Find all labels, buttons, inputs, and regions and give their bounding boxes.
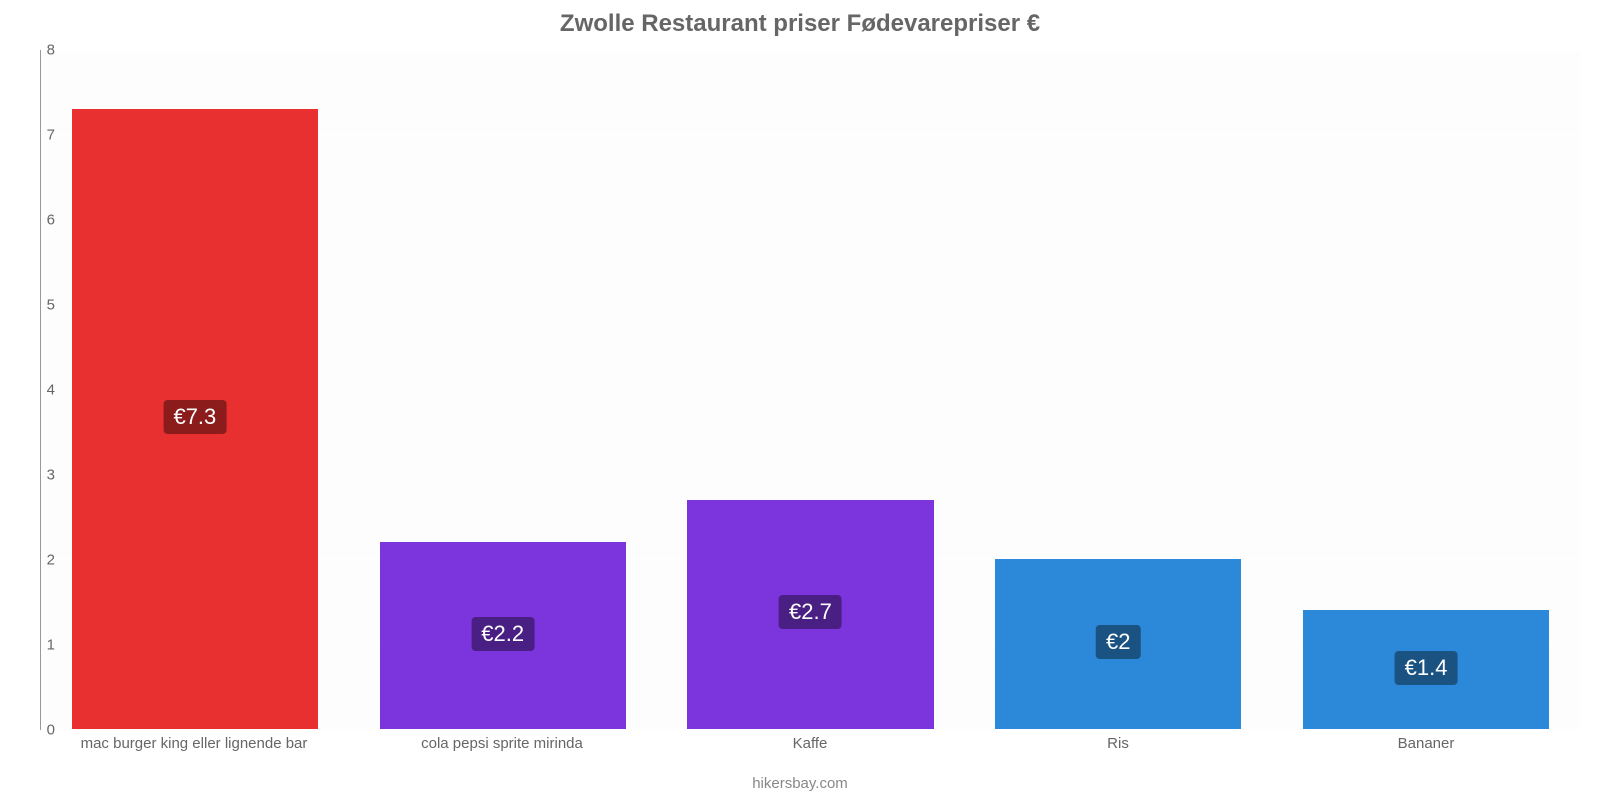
y-tick-label: 5 xyxy=(47,297,55,314)
bar: €2.7 xyxy=(687,500,933,729)
y-tick-label: 2 xyxy=(47,552,55,569)
bar: €1.4 xyxy=(1303,610,1549,729)
y-tick-label: 7 xyxy=(47,127,55,144)
grid-line xyxy=(41,729,1580,730)
bar-slot: €2.7 xyxy=(657,50,965,729)
bars-container: €7.3 €2.2 €2.7 €2 €1.4 xyxy=(41,50,1580,729)
x-axis-labels: mac burger king eller lignende barcola p… xyxy=(40,735,1580,752)
value-label: €7.3 xyxy=(163,400,226,434)
bar-chart: Zwolle Restaurant priser Fødevarepriser … xyxy=(0,0,1600,800)
bar-slot: €2.2 xyxy=(349,50,657,729)
x-tick-label: Bananer xyxy=(1272,735,1580,752)
attribution: hikersbay.com xyxy=(0,775,1600,792)
x-tick-label: Kaffe xyxy=(656,735,964,752)
value-label: €2 xyxy=(1096,625,1140,659)
bar: €2.2 xyxy=(380,542,626,729)
x-tick-label: Ris xyxy=(964,735,1272,752)
y-tick-label: 6 xyxy=(47,212,55,229)
value-label: €1.4 xyxy=(1395,651,1458,685)
x-tick-label: mac burger king eller lignende bar xyxy=(40,735,348,752)
value-label: €2.7 xyxy=(779,595,842,629)
y-tick-label: 1 xyxy=(47,637,55,654)
bar: €2 xyxy=(995,559,1241,729)
bar-slot: €7.3 xyxy=(41,50,349,729)
value-label: €2.2 xyxy=(471,617,534,651)
plot-area: €7.3 €2.2 €2.7 €2 €1.4 xyxy=(40,50,1580,730)
y-tick-label: 8 xyxy=(47,42,55,59)
bar: €7.3 xyxy=(72,109,318,729)
x-tick-label: cola pepsi sprite mirinda xyxy=(348,735,656,752)
y-tick-label: 4 xyxy=(47,382,55,399)
y-tick-label: 3 xyxy=(47,467,55,484)
chart-title: Zwolle Restaurant priser Fødevarepriser … xyxy=(0,0,1600,38)
bar-slot: €2 xyxy=(964,50,1272,729)
bar-slot: €1.4 xyxy=(1272,50,1580,729)
